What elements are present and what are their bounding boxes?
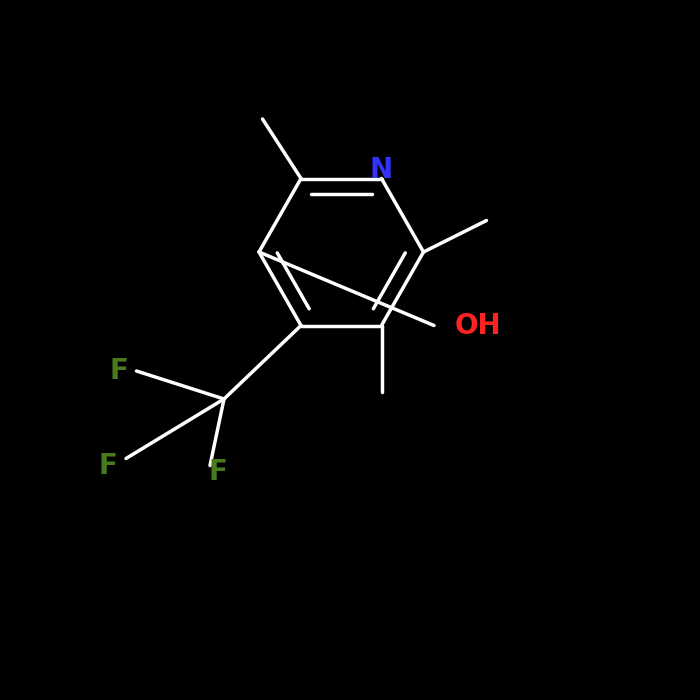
Text: F: F	[109, 357, 128, 385]
Text: N: N	[370, 156, 393, 184]
Text: F: F	[99, 452, 118, 480]
Text: OH: OH	[455, 312, 502, 340]
Text: F: F	[209, 458, 228, 486]
